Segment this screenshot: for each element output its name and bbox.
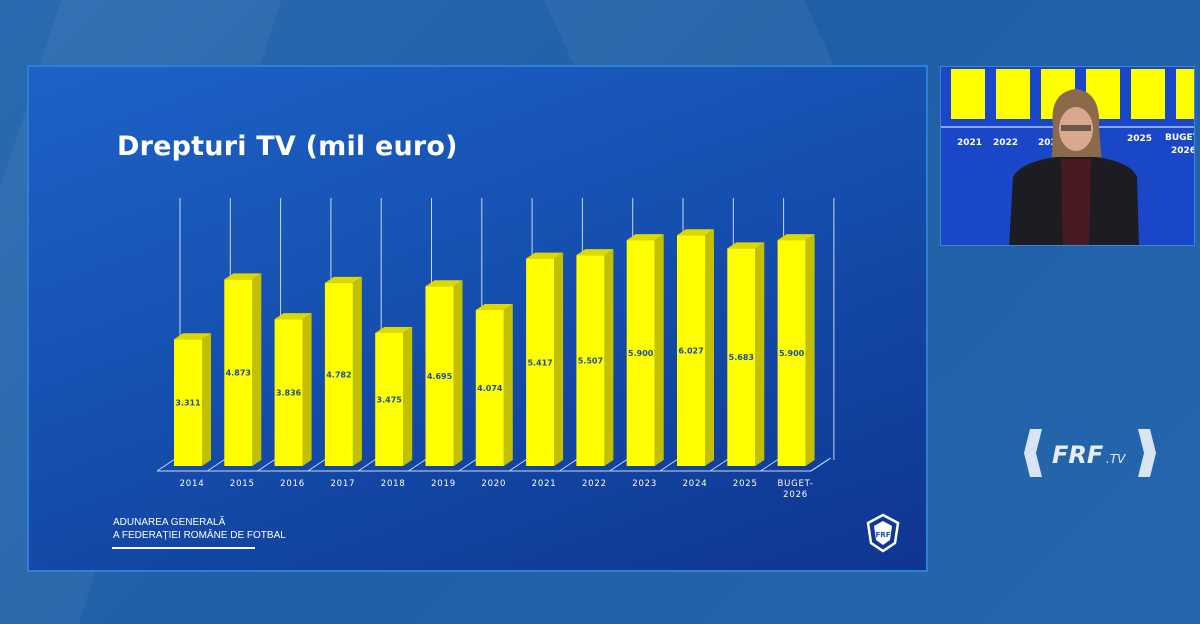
svg-text:FRF: FRF [876, 531, 891, 539]
background-shape [543, 0, 837, 70]
inset-label: BUGET- [1165, 133, 1195, 143]
inset-label: 202 [1038, 138, 1057, 148]
slide-footer: ADUNAREA GENERALĂ A FEDERAȚIEI ROMÂNE DE… [113, 516, 286, 542]
footer-line-2: A FEDERAȚIEI ROMÂNE DE FOTBAL [113, 530, 286, 541]
footer-line-1: ADUNAREA GENERALĂ [113, 517, 226, 528]
inset-label: 2025 [1127, 134, 1152, 144]
frf-crest-logo: FRF [866, 513, 900, 553]
inset-label: 2021 [957, 138, 982, 148]
presentation-slide: Drepturi TV (mil euro) ADUNAREA GENERALĂ… [27, 65, 928, 572]
speaker-video: 2021 2022 202 2025 BUGET- 2026 [941, 67, 1195, 245]
frf-logo-text: FRF [1052, 441, 1104, 469]
footer-divider [112, 547, 255, 549]
inset-label: 2026 [1171, 146, 1195, 156]
tv-logo-text: .TV [1106, 452, 1126, 466]
speaker-camera-inset: 2021 2022 202 2025 BUGET- 2026 [940, 66, 1195, 246]
frf-tv-broadcast-logo: FRF .TV [1024, 429, 1156, 477]
slide-title: Drepturi TV (mil euro) [117, 131, 458, 162]
inset-label: 2022 [993, 138, 1018, 148]
